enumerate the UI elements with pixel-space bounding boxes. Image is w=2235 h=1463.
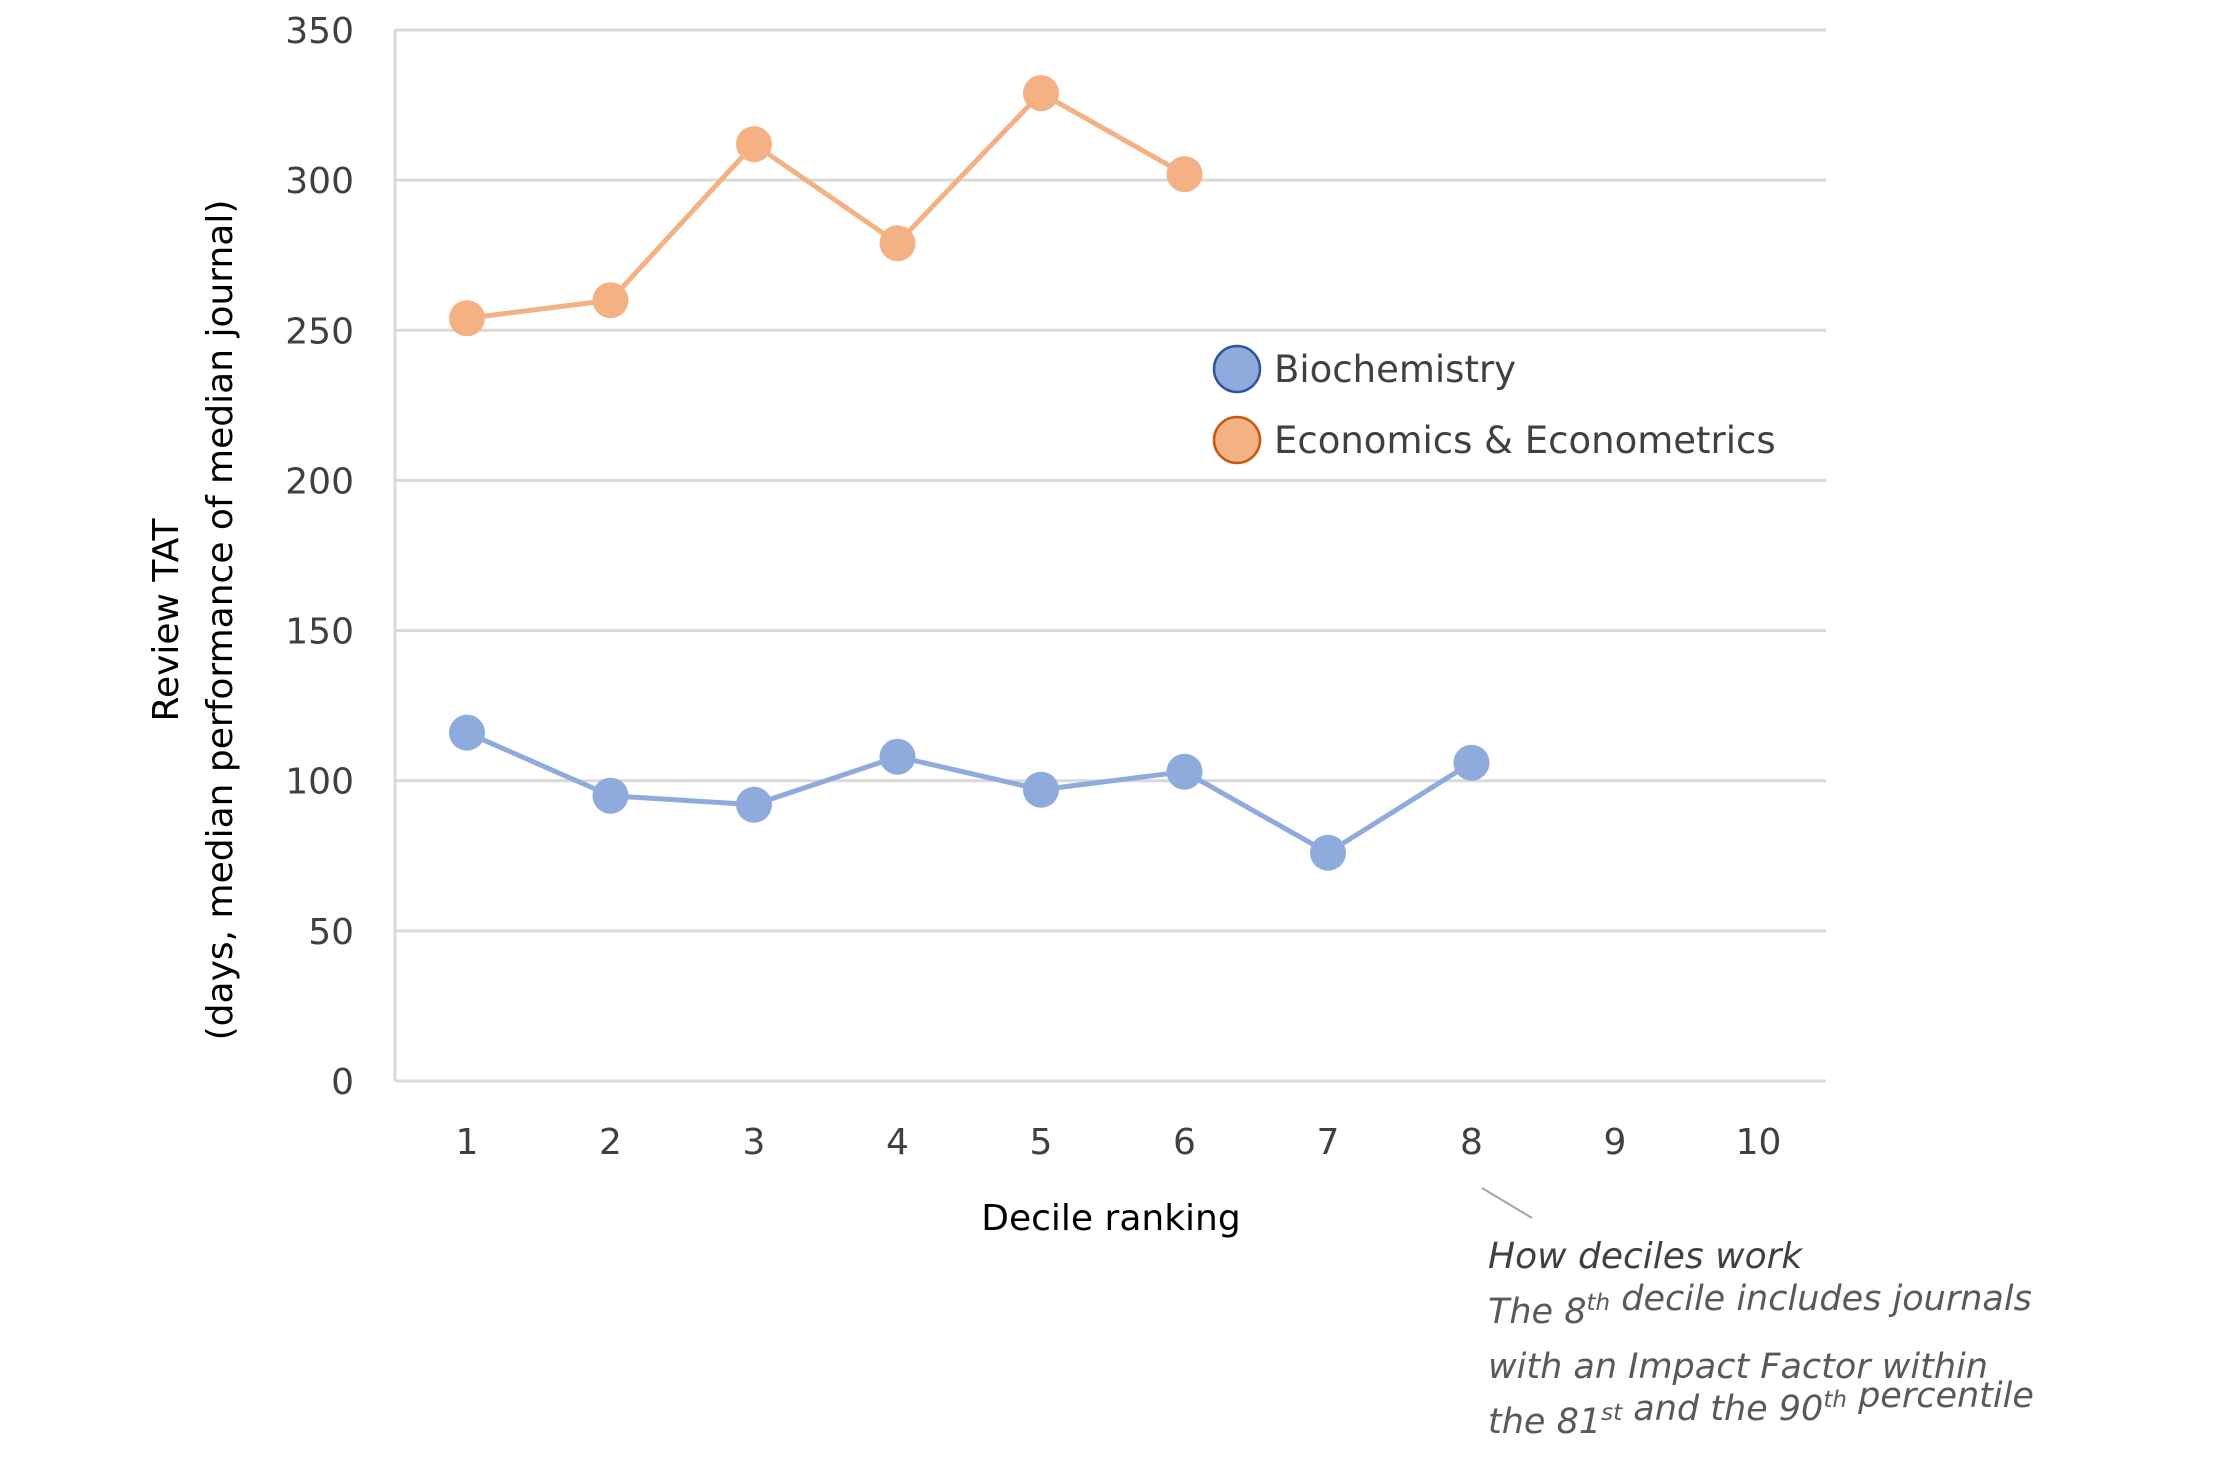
y-axis-sublabel: (days, median performance of median jour… [200, 200, 241, 1041]
x-tick-label: 6 [1173, 1122, 1196, 1163]
legend: Biochemistry Economics & Econometrics [1212, 344, 1776, 465]
data-point [449, 300, 485, 337]
y-tick-label: 50 [308, 912, 354, 953]
x-tick-label: 2 [599, 1122, 622, 1163]
legend-label-1: Economics & Econometrics [1274, 419, 1776, 462]
x-tick-label: 9 [1604, 1122, 1627, 1163]
y-axis-label: Review TAT [146, 518, 187, 722]
y-tick-label: 250 [285, 311, 354, 352]
data-point [736, 126, 772, 163]
data-point [1023, 771, 1059, 808]
annotation-leader-line [1481, 1187, 1533, 1219]
data-point [879, 738, 916, 775]
x-tick-label: 10 [1736, 1122, 1782, 1163]
data-point [1166, 753, 1203, 790]
data-point [1166, 156, 1203, 193]
data-point [736, 786, 772, 823]
x-tick-label: 4 [886, 1122, 909, 1163]
series-lines [465, 90, 1473, 856]
data-point [879, 225, 916, 262]
data-point [1453, 744, 1490, 781]
data-point [1023, 75, 1059, 112]
series-line-1 [466, 90, 1186, 321]
annotation-title: How deciles work [1488, 1236, 1804, 1277]
legend-label-0: Biochemistry [1274, 348, 1516, 391]
annotation-line: with an Impact Factor within [1488, 1347, 1988, 1387]
data-point [1310, 834, 1346, 871]
y-tick-label: 350 [285, 11, 354, 52]
data-point [592, 777, 629, 814]
annotation-line: the 81st and the 90th percentile [1488, 1376, 2034, 1442]
x-axis-label: Decile ranking [981, 1198, 1240, 1239]
series-line-0 [465, 730, 1473, 856]
y-axis-title: Review TAT (days, median performance of … [146, 200, 241, 1041]
x-tick-label: 3 [743, 1122, 766, 1163]
x-tick-labels: 1 2 3 4 5 6 7 8 9 10 [456, 1122, 1782, 1163]
y-tick-label: 100 [285, 762, 354, 803]
annotation-line: The 8th decile includes journals [1488, 1279, 2032, 1332]
x-tick-label: 5 [1030, 1122, 1053, 1163]
y-tick-label: 200 [285, 461, 354, 502]
y-tick-label: 0 [331, 1062, 354, 1103]
y-tick-label: 300 [285, 161, 354, 202]
x-tick-label: 8 [1460, 1122, 1483, 1163]
data-point [592, 282, 629, 319]
data-point [449, 714, 485, 751]
x-tick-label: 7 [1317, 1122, 1340, 1163]
gridlines [393, 28, 1826, 1083]
series-markers [449, 75, 1490, 871]
y-tick-labels: 0 50 100 150 200 250 300 350 [285, 11, 354, 1103]
x-tick-label: 1 [456, 1122, 479, 1163]
legend-marker-1 [1212, 415, 1262, 465]
legend-marker-0 [1212, 344, 1262, 394]
y-tick-label: 150 [285, 612, 354, 653]
